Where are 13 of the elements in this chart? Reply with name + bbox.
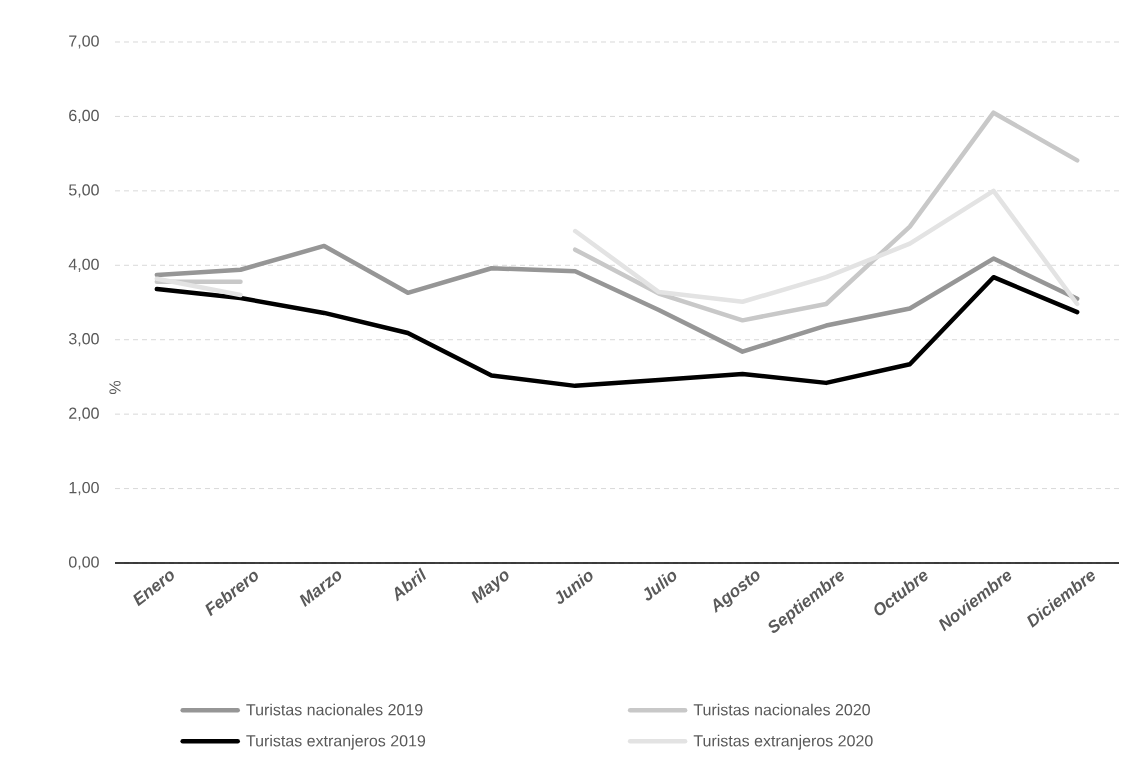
y-tick-label: 4,00 [68,258,99,272]
y-tick-label: 6,00 [69,109,99,124]
legend-label: Turistas extranjeros 2019 [246,734,426,750]
legend-label: Turistas nacionales 2020 [693,703,870,716]
legend-label: Turistas extranjeros 2020 [693,734,873,750]
y-tick-label: 5,00 [68,184,99,198]
y-tick-label: 1,00 [69,481,99,496]
y-tick-label: 0,00 [68,556,99,570]
y-axis-title: % [109,380,121,395]
legend-label: Turistas nacionales 2019 [246,703,423,716]
y-tick-label: 2,00 [69,407,99,421]
y-tick-label: 7,00 [69,35,99,49]
y-tick-label: 3,00 [68,333,99,347]
